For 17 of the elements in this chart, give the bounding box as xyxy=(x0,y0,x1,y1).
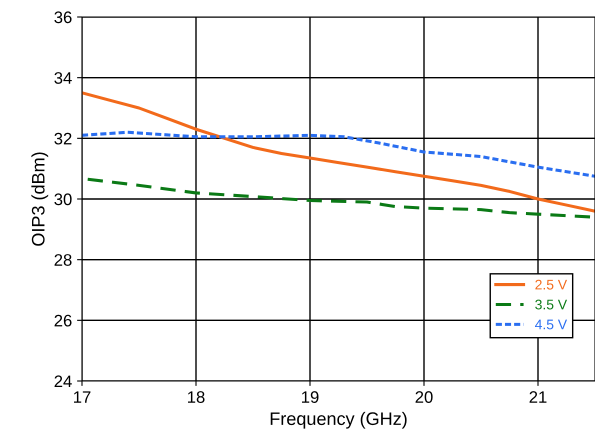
x-tick-label: 17 xyxy=(74,391,90,403)
x-axis-title: Frequency (GHz) xyxy=(270,412,407,429)
y-axis-title: OIP3 (dBm) xyxy=(31,152,48,246)
x-tick-label: 19 xyxy=(302,391,318,403)
legend-label: 3.5 V xyxy=(535,300,568,310)
legend-label: 4.5 V xyxy=(535,320,568,330)
x-tick-label: 18 xyxy=(188,391,205,403)
y-tick-label: 30 xyxy=(54,193,72,206)
y-tick-label: 34 xyxy=(54,72,72,84)
y-tick-label: 32 xyxy=(54,132,72,145)
y-tick-label: 26 xyxy=(54,314,72,327)
x-tick-label: 20 xyxy=(416,391,433,403)
x-tick-label: 21 xyxy=(530,391,546,403)
y-tick-label: 28 xyxy=(54,254,72,266)
y-tick-label: 24 xyxy=(54,375,72,388)
legend-label: 2.5 V xyxy=(535,280,568,290)
y-tick-label: 36 xyxy=(54,11,72,24)
